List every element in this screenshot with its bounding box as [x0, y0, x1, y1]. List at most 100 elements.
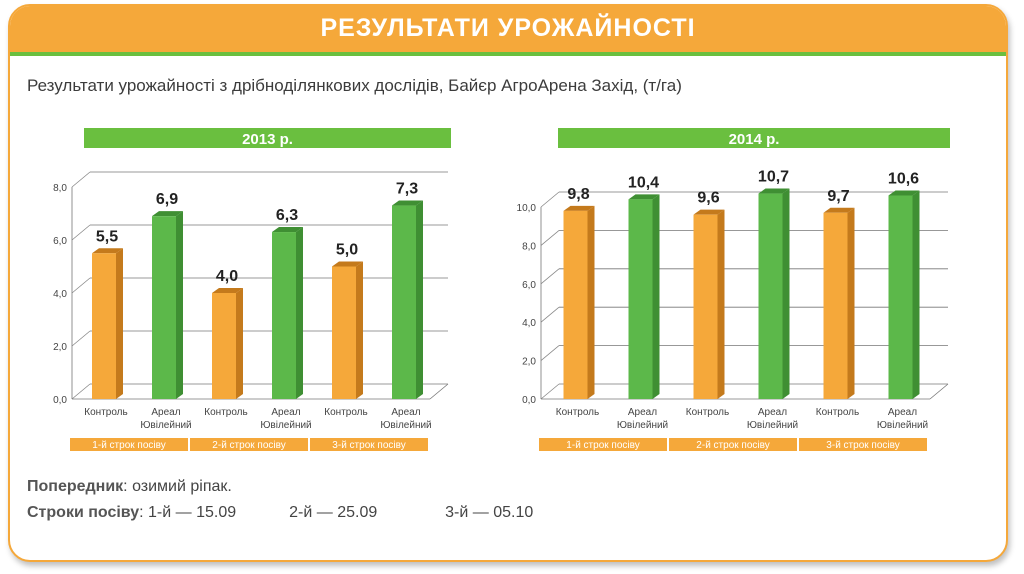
page-title: РЕЗУЛЬТАТИ УРОЖАЙНОСТІ	[320, 14, 696, 42]
gridline-diag-0	[71, 330, 91, 347]
group-label: 2-й строк посіву	[696, 440, 769, 451]
y-tick-label: 6,0	[53, 236, 67, 247]
bar-side	[176, 211, 183, 399]
data-label: 5,5	[96, 228, 118, 245]
x-tick-label: Ареал	[151, 407, 180, 418]
x-tick-label: Ареал	[271, 407, 300, 418]
gridline-diag-1	[540, 306, 560, 323]
header-bar: РЕЗУЛЬТАТИ УРОЖАЙНОСТІ	[10, 6, 1006, 56]
bar	[212, 293, 236, 399]
bar	[563, 210, 588, 399]
group-band	[539, 438, 667, 451]
bar-top	[628, 194, 660, 200]
x-tick-label: Ареал	[391, 407, 420, 418]
bar-side	[356, 261, 363, 399]
bar-top	[272, 227, 303, 233]
bar-side	[416, 200, 423, 399]
predecessor-label: Попередник	[27, 478, 124, 495]
bar-top	[392, 200, 423, 206]
y-tick-label: 2,0	[522, 357, 536, 368]
sowing-date-1: : 1-й — 15.09	[139, 504, 237, 521]
sowing-date-2: 2-й — 25.09	[289, 504, 378, 521]
group-label: 2-й строк посіву	[212, 440, 285, 451]
bar-top	[823, 207, 855, 213]
x-axis-end-1	[929, 383, 949, 400]
x-tick-label: Контроль	[686, 407, 729, 418]
bar	[92, 253, 116, 399]
data-label: 7,3	[396, 181, 418, 198]
bar-side	[236, 288, 243, 399]
gridline-diag-1	[540, 230, 560, 246]
x-tick-label: Ареал	[628, 407, 657, 418]
bar	[823, 212, 848, 399]
gridline-diag-1	[540, 191, 560, 208]
bar	[392, 205, 416, 399]
bar-top	[563, 205, 595, 211]
group-band	[190, 438, 308, 451]
x-tick-label: Контроль	[204, 407, 247, 418]
sowing-note: Строки посіву: 1-й — 15.09 2-й — 25.09 3-й…	[27, 500, 533, 526]
gridline-diag-0	[71, 224, 91, 241]
y-tick-label: 0,0	[522, 395, 536, 406]
data-label: 9,7	[827, 188, 849, 205]
x-tick-label: Ювілейний	[380, 420, 431, 431]
group-band	[669, 438, 797, 451]
bar-side	[116, 248, 123, 399]
y-tick-label: 0,0	[53, 395, 67, 406]
data-label: 9,8	[567, 186, 589, 203]
data-label: 6,9	[156, 191, 178, 208]
group-label: 3-й строк посіву	[332, 440, 405, 451]
bar-top	[888, 190, 920, 196]
predecessor-value: : озимий ріпак.	[123, 478, 232, 495]
y-tick-label: 2,0	[53, 342, 67, 353]
bar-top	[212, 288, 243, 293]
bar	[272, 232, 296, 399]
bar-side	[912, 190, 920, 399]
chart-title-0: 2013 р.	[242, 131, 293, 148]
group-band	[799, 438, 927, 451]
bar-side	[847, 207, 855, 399]
bar-top	[693, 209, 725, 215]
y-tick-label: 8,0	[53, 183, 67, 194]
y-tick-label: 4,0	[522, 318, 536, 329]
bar-side	[652, 194, 660, 399]
y-tick-label: 8,0	[522, 241, 536, 252]
data-label: 10,6	[888, 170, 919, 187]
bar	[758, 193, 783, 399]
gridline-diag-1	[540, 268, 560, 285]
y-tick-label: 10,0	[517, 203, 537, 214]
gridline-diag-1	[540, 383, 560, 400]
chart-title-1: 2014 р.	[729, 131, 780, 148]
gridline-diag-0	[71, 171, 91, 188]
sowing-date-3: 3-й — 05.10	[445, 504, 534, 521]
y-tick-label: 6,0	[522, 280, 536, 291]
x-tick-label: Контроль	[84, 407, 127, 418]
x-tick-label: Контроль	[556, 407, 599, 418]
gridline-diag-0	[71, 383, 91, 400]
gridline-diag-0	[71, 277, 91, 294]
bar	[628, 199, 653, 399]
chart-subtitle: Результати урожайності з дрібноділянкови…	[27, 76, 682, 95]
bar-top	[758, 188, 790, 194]
group-band	[70, 438, 188, 451]
bar-side	[587, 205, 595, 399]
bar	[693, 214, 718, 399]
y-tick-label: 4,0	[53, 289, 67, 300]
bar-side	[296, 227, 303, 399]
data-label: 4,0	[216, 268, 238, 285]
data-label: 9,6	[697, 190, 719, 207]
group-label: 1-й строк посіву	[92, 440, 165, 451]
x-tick-label: Ювілейний	[140, 420, 191, 431]
group-label: 1-й строк посіву	[566, 440, 639, 451]
predecessor-note: Попередник: озимий ріпак.	[27, 474, 533, 500]
x-tick-label: Ювілейний	[877, 420, 928, 431]
data-label: 5,0	[336, 242, 358, 259]
x-tick-label: Ареал	[888, 407, 917, 418]
group-band	[310, 438, 428, 451]
bar-side	[717, 209, 725, 399]
notes-block: Попередник: озимий ріпак. Строки посіву:…	[27, 474, 533, 526]
bar	[888, 195, 913, 399]
x-tick-label: Ювілейний	[260, 420, 311, 431]
chart-title-banner-1	[558, 128, 950, 148]
